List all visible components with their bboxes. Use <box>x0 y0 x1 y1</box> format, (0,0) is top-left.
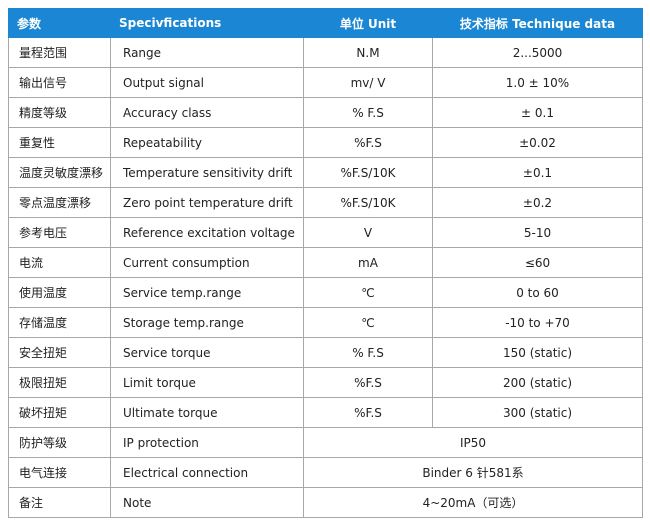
table-cell: ±0.02 <box>432 127 643 158</box>
table-cell: Reference excitation voltage <box>110 217 304 248</box>
table-cell: %F.S/10K <box>303 157 433 188</box>
table-cell: Service temp.range <box>110 277 304 308</box>
table-row: 重复性 Repeatability %F.S ±0.02 <box>8 127 643 158</box>
table-cell: 破坏扭矩 <box>8 397 111 428</box>
table-cell: ℃ <box>303 307 433 338</box>
table-cell: 5-10 <box>432 217 643 248</box>
spec-table: 参数 Specivfications 单位 Unit 技术指标 Techniqu… <box>8 8 643 518</box>
table-cell: %F.S <box>303 397 433 428</box>
table-cell: 电气连接 <box>8 457 111 488</box>
table-row: 安全扭矩 Service torque% F.S 150 (static) <box>8 337 643 368</box>
table-cell: 温度灵敏度漂移 <box>8 157 111 188</box>
table-cell: 零点温度漂移 <box>8 187 111 218</box>
header-cell: 技术指标 Technique data <box>432 8 643 38</box>
header-cell: 参数 <box>8 8 111 38</box>
table-cell: -10 to +70 <box>432 307 643 338</box>
table-cell: 使用温度 <box>8 277 111 308</box>
table-cell: mA <box>303 247 433 278</box>
table-cell: 200 (static) <box>432 367 643 398</box>
table-cell: 防护等级 <box>8 427 111 458</box>
table-row: 精度等级 Accuracy class% F.S ± 0.1 <box>8 97 643 128</box>
table-row: 破坏扭矩 Ultimate torque %F.S 300 (static) <box>8 397 643 428</box>
table-cell: V <box>303 217 433 248</box>
table-cell: 电流 <box>8 247 111 278</box>
table-cell: %F.S/10K <box>303 187 433 218</box>
table-row: 输出信号 Output signal mv/ V 1.0 ± 10% <box>8 67 643 98</box>
table-cell: mv/ V <box>303 67 433 98</box>
table-row: 电气连接 Electrical connection Binder 6 针581系 <box>8 457 643 488</box>
table-cell: Zero point temperature drift <box>110 187 304 218</box>
table-row: 电流 Current consumption mA ≤60 <box>8 247 643 278</box>
table-cell: 量程范围 <box>8 37 111 68</box>
table-cell: 输出信号 <box>8 67 111 98</box>
table-cell: 300 (static) <box>432 397 643 428</box>
table-cell: % F.S <box>303 97 433 128</box>
table-cell: 备注 <box>8 487 111 518</box>
table-cell: 150 (static) <box>432 337 643 368</box>
table-row: 温度灵敏度漂移 Temperature sensitivity drift %F.S… <box>8 157 643 188</box>
table-row: 零点温度漂移 Zero point temperature drift %F.S/1… <box>8 187 643 218</box>
table-cell: % F.S <box>303 337 433 368</box>
table-cell: Temperature sensitivity drift <box>110 157 304 188</box>
table-cell: Binder 6 针581系 <box>303 457 643 488</box>
table-row: 防护等级 IP protection IP50 <box>8 427 643 458</box>
table-cell: IP protection <box>110 427 304 458</box>
table-cell: %F.S <box>303 367 433 398</box>
table-cell: IP50 <box>303 427 643 458</box>
table-cell: 2...5000 <box>432 37 643 68</box>
table-cell: 存储温度 <box>8 307 111 338</box>
header-cell: 单位 Unit <box>303 8 433 38</box>
header-row: 参数 Specivfications 单位 Unit 技术指标 Techniqu… <box>8 8 643 38</box>
table-cell: 0 to 60 <box>432 277 643 308</box>
table-row: 极限扭矩 Limit torque %F.S 200 (static) <box>8 367 643 398</box>
table-cell: 极限扭矩 <box>8 367 111 398</box>
table-cell: Note <box>110 487 304 518</box>
table-cell: 4~20mA（可选） <box>303 487 643 518</box>
table-body: 量程范围 Range N.M 2...5000 输出信号 Output signal mv/… <box>8 37 643 518</box>
table-cell: 安全扭矩 <box>8 337 111 368</box>
table-row: 量程范围 Range N.M 2...5000 <box>8 37 643 68</box>
table-cell: Limit torque <box>110 367 304 398</box>
table-cell: N.M <box>303 37 433 68</box>
table-cell: ±0.1 <box>432 157 643 188</box>
table-cell: 重复性 <box>8 127 111 158</box>
table-cell: ≤60 <box>432 247 643 278</box>
table-cell: ± 0.1 <box>432 97 643 128</box>
table-cell: 1.0 ± 10% <box>432 67 643 98</box>
table-cell: Service torque <box>110 337 304 368</box>
table-cell: Accuracy class <box>110 97 304 128</box>
table-cell: 参考电压 <box>8 217 111 248</box>
table-cell: Electrical connection <box>110 457 304 488</box>
table-cell: Range <box>110 37 304 68</box>
table-cell: 精度等级 <box>8 97 111 128</box>
header-cell: Specivfications <box>110 8 304 38</box>
table-cell: Current consumption <box>110 247 304 278</box>
table-row: 参考电压 Reference excitation voltage V 5-10 <box>8 217 643 248</box>
table-row: 使用温度 Service temp.range ℃ 0 to 60 <box>8 277 643 308</box>
table-cell: Storage temp.range <box>110 307 304 338</box>
table-cell: ℃ <box>303 277 433 308</box>
table-cell: ±0.2 <box>432 187 643 218</box>
table-cell: %F.S <box>303 127 433 158</box>
table-row: 备注 Note 4~20mA（可选） <box>8 487 643 518</box>
table-cell: Ultimate torque <box>110 397 304 428</box>
table-row: 存储温度 Storage temp.range ℃ -10 to +70 <box>8 307 643 338</box>
table-cell: Output signal <box>110 67 304 98</box>
table-cell: Repeatability <box>110 127 304 158</box>
